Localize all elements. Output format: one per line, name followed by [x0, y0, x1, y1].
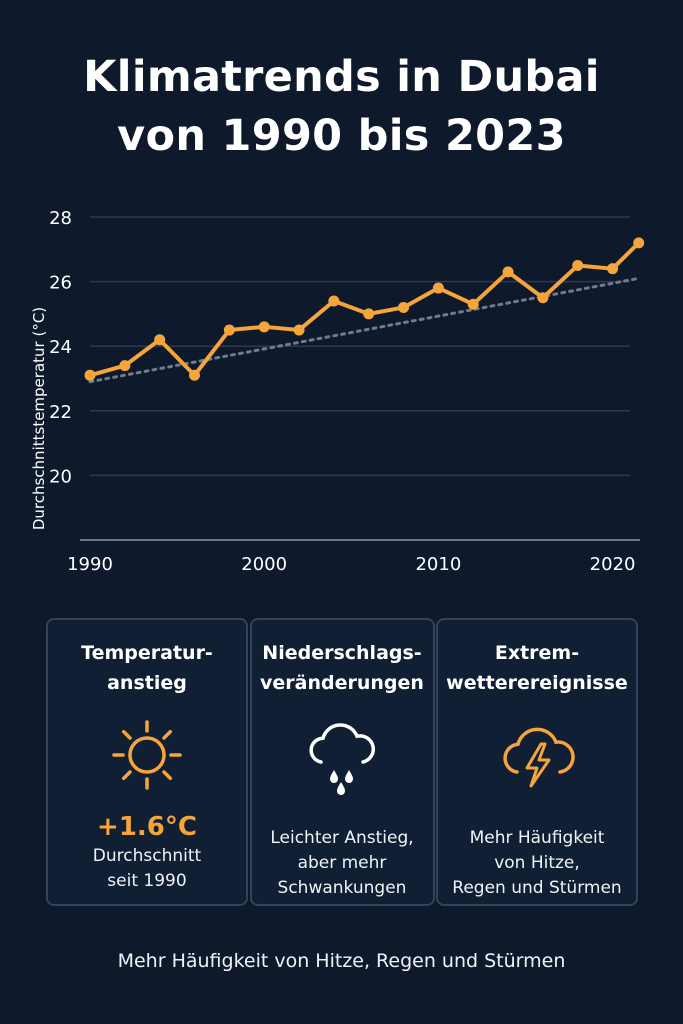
- data-point: [328, 295, 340, 307]
- card-description: Leichter Anstieg, aber mehr Schwankungen: [270, 828, 414, 898]
- page-title: Klimatrends in Dubai von 1990 bis 2023: [0, 48, 683, 166]
- y-tick-label: 26: [49, 273, 72, 294]
- footer-note: Mehr Häufigkeit von Hitze, Regen und Stü…: [117, 950, 566, 972]
- y-tick-label: 28: [49, 208, 72, 229]
- sun-icon: [97, 710, 197, 800]
- data-point: [293, 324, 305, 336]
- x-tick-label: 2010: [415, 554, 461, 575]
- data-point: [607, 263, 619, 275]
- data-point: [258, 321, 270, 333]
- data-point: [363, 308, 375, 320]
- y-tick-label: 24: [49, 337, 72, 358]
- temperature-rise-value: +1.6°C: [97, 812, 197, 842]
- card-description: Durchschnitt seit 1990: [92, 846, 202, 891]
- title-line-2: von 1990 bis 2023: [117, 111, 566, 161]
- y-tick-label: 22: [49, 402, 72, 423]
- info-cards: Temperatur- anstieg +1.6°C Durchschnitt …: [46, 618, 638, 906]
- data-point: [223, 324, 235, 336]
- card-title: Extrem- wetterereignisse: [446, 642, 628, 694]
- data-point: [84, 369, 96, 381]
- card-temperature: Temperatur- anstieg +1.6°C Durchschnitt …: [46, 618, 248, 906]
- storm-cloud-icon: [487, 710, 587, 800]
- card-precipitation: Niederschlags- veränderungen Leichter An…: [249, 618, 435, 906]
- x-tick-label: 1990: [67, 554, 113, 575]
- data-point: [432, 282, 444, 294]
- y-tick-label: 20: [49, 466, 72, 487]
- temperature-chart: 20 22 24 26 28 1990 2000 2010 2020 Durchschnittst…: [30, 208, 645, 575]
- data-point: [154, 334, 166, 346]
- temperature-series-line: [89, 241, 641, 378]
- data-point: [502, 266, 514, 278]
- card-title: Niederschlags- veränderungen: [260, 642, 424, 694]
- data-point: [189, 369, 201, 381]
- card-extreme-weather: Extrem- wetterereignisse Mehr Häufigkeit…: [436, 618, 638, 906]
- data-point: [398, 301, 410, 313]
- data-point: [467, 298, 479, 310]
- card-description: Mehr Häufigkeit von Hitze, Regen und Stü…: [452, 828, 622, 898]
- data-point: [633, 237, 645, 249]
- card-title: Temperatur- anstieg: [81, 642, 213, 694]
- y-axis-label: Durchschnittstemperatur (°C): [30, 307, 48, 530]
- title-line-1: Klimatrends in Dubai: [83, 52, 600, 102]
- rain-cloud-icon: [292, 710, 392, 800]
- data-point: [572, 259, 584, 271]
- trend-line: [88, 276, 641, 384]
- x-tick-label: 2020: [590, 554, 636, 575]
- x-tick-label: 2000: [241, 554, 287, 575]
- data-point: [119, 360, 131, 372]
- data-point: [537, 292, 549, 304]
